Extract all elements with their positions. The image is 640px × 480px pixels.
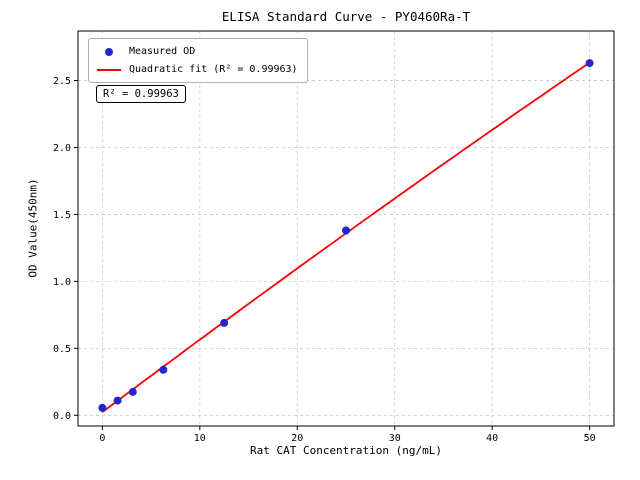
x-tick-label: 0 (99, 433, 105, 444)
y-tick-label: 1.5 (53, 210, 71, 221)
y-tick-label: 0.5 (53, 344, 71, 355)
plot-border (77, 30, 615, 427)
legend-marker-cell (96, 47, 122, 56)
data-point (159, 365, 168, 374)
x-tick-label: 20 (291, 433, 303, 444)
data-point (585, 59, 594, 68)
fit-line (101, 61, 591, 413)
x-tick-label: 10 (194, 433, 206, 444)
y-tick-label: 2.0 (53, 143, 71, 154)
data-point (220, 318, 229, 327)
legend-label-measured-od: Measured OD (129, 45, 196, 57)
r-squared-annotation: R² = 0.99963 (96, 85, 186, 103)
legend-item-quadratic-fit: Quadratic fit (R² = 0.99963) (96, 62, 298, 77)
y-axis-label: OD Value(450nm) (26, 178, 40, 278)
data-point (342, 226, 350, 235)
dot-marker-icon (105, 47, 113, 56)
x-tick-label: 30 (389, 433, 401, 444)
y-tick-label: 2.5 (53, 76, 71, 87)
data-point (113, 396, 122, 405)
legend-marker-cell (96, 68, 122, 71)
legend-label-quadratic-fit: Quadratic fit (R² = 0.99963) (129, 63, 298, 75)
data-point (128, 387, 137, 396)
x-axis-label: Rat CAT Concentration (ng/mL) (249, 444, 443, 457)
line-marker-icon (97, 68, 121, 71)
chart-title: ELISA Standard Curve - PY0460Ra-T (221, 9, 471, 24)
legend-item-measured-od: Measured OD (96, 44, 298, 59)
legend: Measured OD Quadratic fit (R² = 0.99963) (88, 38, 308, 83)
data-point (98, 403, 107, 412)
y-tick-label: 1.0 (53, 277, 71, 288)
x-tick-label: 50 (584, 433, 596, 444)
x-tick-label: 40 (486, 433, 498, 444)
y-tick-label: 0.0 (53, 411, 71, 422)
